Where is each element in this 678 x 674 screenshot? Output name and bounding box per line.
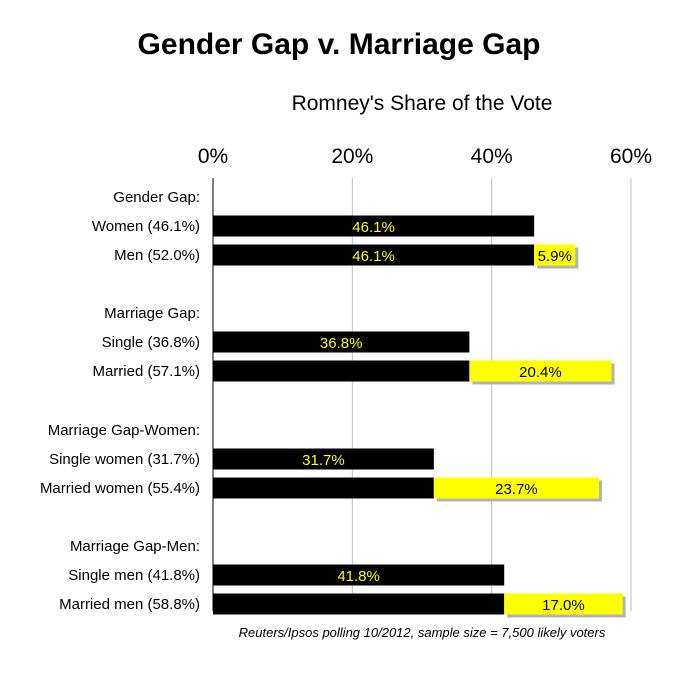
gap-bar: [469, 360, 612, 382]
base-data-label: 46.1%: [352, 219, 395, 236]
gap-data-label: 20.4%: [519, 364, 562, 381]
base-data-label: 36.8%: [320, 335, 363, 352]
group-heading: Marriage Gap:: [104, 305, 200, 322]
base-data-label: 46.1%: [352, 248, 395, 265]
x-tick-label: 60%: [610, 145, 652, 168]
gap-data-label: 17.0%: [542, 597, 585, 614]
x-tick-label: 40%: [471, 145, 513, 168]
bars: [213, 215, 626, 618]
source-note: Reuters/Ipsos polling 10/2012, sample si…: [238, 625, 606, 640]
gridlines: [212, 178, 632, 611]
category-label: Married men (58.8%): [59, 596, 200, 613]
x-tick-label: 20%: [331, 145, 373, 168]
category-label: Married women (55.4%): [40, 480, 200, 497]
base-data-label: 41.8%: [337, 568, 380, 585]
gap-bar: [504, 593, 623, 615]
x-axis-ticks: 0% 20% 40% 60%: [198, 145, 652, 168]
category-label: Men (52.0%): [114, 247, 200, 264]
base-bar: [213, 331, 470, 353]
base-bar: [213, 244, 535, 266]
base-data-label: 31.7%: [302, 452, 345, 469]
gap-bar: [433, 477, 599, 499]
category-label: Married (57.1%): [92, 363, 200, 380]
chart-subtitle: Romney's Share of the Vote: [291, 92, 553, 115]
category-label: Single women (31.7%): [49, 451, 200, 468]
group-heading: Marriage Gap-Men:: [70, 538, 200, 555]
category-labels: Gender Gap: Women (46.1%) Men (52.0%) Marri…: [40, 189, 200, 613]
data-labels: 46.1% 46.1% 5.9% 36.8% 20.4% 31.7% 23.7% 41.8% 1…: [302, 219, 585, 614]
chart-title: Gender Gap v. Marriage Gap: [137, 28, 541, 61]
category-label: Single men (41.8%): [68, 567, 200, 584]
gap-data-label: 23.7%: [495, 481, 538, 498]
base-bar: [213, 360, 470, 382]
x-tick-label: 0%: [198, 145, 228, 168]
category-label: Single (36.8%): [102, 334, 200, 351]
group-heading: Marriage Gap-Women:: [48, 422, 200, 439]
base-bar: [213, 477, 434, 499]
gap-data-label: 5.9%: [538, 248, 572, 265]
base-bar: [213, 448, 434, 470]
gap-bar: [534, 244, 576, 266]
base-bar: [213, 215, 535, 237]
base-bar: [213, 564, 505, 586]
category-label: Women (46.1%): [92, 218, 200, 235]
group-heading: Gender Gap:: [113, 189, 200, 206]
base-bar: [213, 593, 505, 615]
